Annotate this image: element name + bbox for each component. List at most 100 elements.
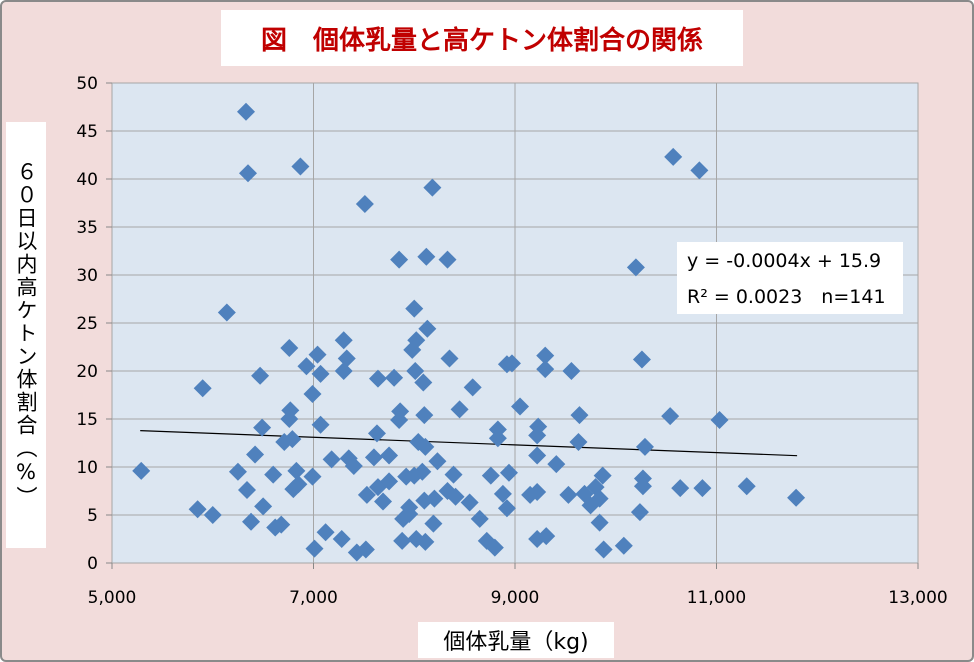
data-point — [485, 538, 504, 557]
y-tick-label: 0 — [87, 554, 98, 574]
data-point — [569, 433, 588, 452]
data-point — [246, 445, 265, 464]
data-point — [493, 484, 512, 503]
data-point — [528, 446, 547, 465]
data-point — [305, 539, 324, 558]
x-tick-label: 13,000 — [888, 588, 947, 608]
data-point — [253, 418, 272, 437]
y-tick-label: 45 — [76, 122, 98, 142]
data-point — [537, 527, 556, 546]
data-point — [444, 465, 463, 484]
data-point — [693, 479, 712, 498]
data-point — [364, 448, 383, 467]
data-point — [710, 410, 729, 429]
data-point — [664, 147, 683, 166]
data-point — [614, 536, 633, 555]
data-point — [385, 368, 404, 387]
y-axis-label-box: ６０日以内高ケトン体割合（%） — [6, 122, 46, 548]
data-point — [438, 250, 457, 269]
r-squared-and-n: R² = 0.0023 n=141 — [687, 286, 886, 308]
regression-annotation: y = -0.0004x + 15.9 R² = 0.0023 n=141 — [677, 242, 903, 314]
data-point — [254, 497, 273, 516]
data-point — [632, 350, 651, 369]
trendline — [140, 430, 798, 457]
data-point — [280, 338, 299, 357]
data-point — [499, 463, 518, 482]
y-tick-label: 25 — [76, 314, 98, 334]
data-point — [242, 512, 261, 531]
data-point — [406, 362, 425, 380]
y-tick-label: 30 — [76, 266, 98, 286]
data-point — [374, 492, 393, 511]
data-point — [690, 161, 709, 180]
data-point — [737, 477, 756, 496]
data-point — [536, 346, 555, 365]
data-point — [283, 430, 302, 449]
data-point — [528, 482, 547, 501]
data-point — [228, 462, 247, 481]
data-point — [316, 523, 335, 542]
data-point — [303, 467, 322, 486]
data-point — [251, 366, 270, 385]
data-point — [357, 485, 376, 504]
data-point — [528, 426, 547, 445]
data-point — [287, 461, 306, 480]
data-point — [481, 466, 500, 485]
data-point — [661, 407, 680, 426]
data-point — [332, 530, 351, 548]
data-point — [416, 532, 435, 551]
data-point — [289, 475, 308, 494]
y-tick-label: 35 — [76, 218, 98, 238]
data-point — [460, 493, 479, 512]
x-tick-label: 7,000 — [289, 588, 338, 608]
data-point — [463, 378, 482, 397]
data-point — [356, 540, 375, 559]
data-point — [334, 362, 353, 380]
data-point — [570, 406, 589, 425]
data-point — [264, 465, 283, 484]
data-point — [440, 349, 459, 368]
data-point — [417, 247, 436, 266]
y-tick-label: 40 — [76, 170, 98, 190]
data-point — [423, 178, 442, 197]
data-point — [590, 513, 609, 532]
data-point — [450, 400, 469, 419]
data-point — [393, 531, 412, 550]
data-points — [132, 102, 806, 562]
data-point — [470, 509, 489, 528]
x-axis-label: 個体乳量（kg) — [443, 630, 589, 655]
data-point — [308, 345, 327, 364]
data-point — [424, 514, 443, 533]
y-tick-label: 10 — [76, 458, 98, 478]
data-point — [344, 457, 363, 476]
data-point — [630, 503, 649, 522]
data-point — [236, 102, 255, 121]
data-point — [355, 194, 374, 213]
data-point — [428, 452, 447, 471]
data-point — [547, 455, 566, 474]
data-point — [337, 349, 356, 368]
data-point — [334, 331, 353, 350]
data-point — [188, 500, 207, 519]
data-point — [787, 488, 806, 507]
x-tick-label: 9,000 — [491, 588, 540, 608]
data-point — [416, 437, 435, 456]
data-point — [626, 258, 645, 277]
data-point — [559, 485, 578, 504]
chart-title: 図 個体乳量と高ケトン体割合の関係 — [260, 25, 703, 56]
data-point — [405, 299, 424, 318]
y-axis-ticks: 0 5 10 15 20 25 30 35 40 45 50 — [76, 74, 112, 574]
data-point — [193, 379, 212, 398]
data-point — [203, 506, 222, 524]
data-point — [291, 157, 310, 176]
data-point — [238, 481, 257, 500]
data-point — [536, 360, 555, 379]
data-point — [303, 385, 322, 404]
data-point — [400, 505, 419, 524]
data-point — [425, 489, 444, 508]
y-tick-label: 20 — [76, 362, 98, 382]
y-tick-label: 15 — [76, 410, 98, 430]
data-point — [390, 250, 409, 269]
data-point — [311, 364, 330, 383]
